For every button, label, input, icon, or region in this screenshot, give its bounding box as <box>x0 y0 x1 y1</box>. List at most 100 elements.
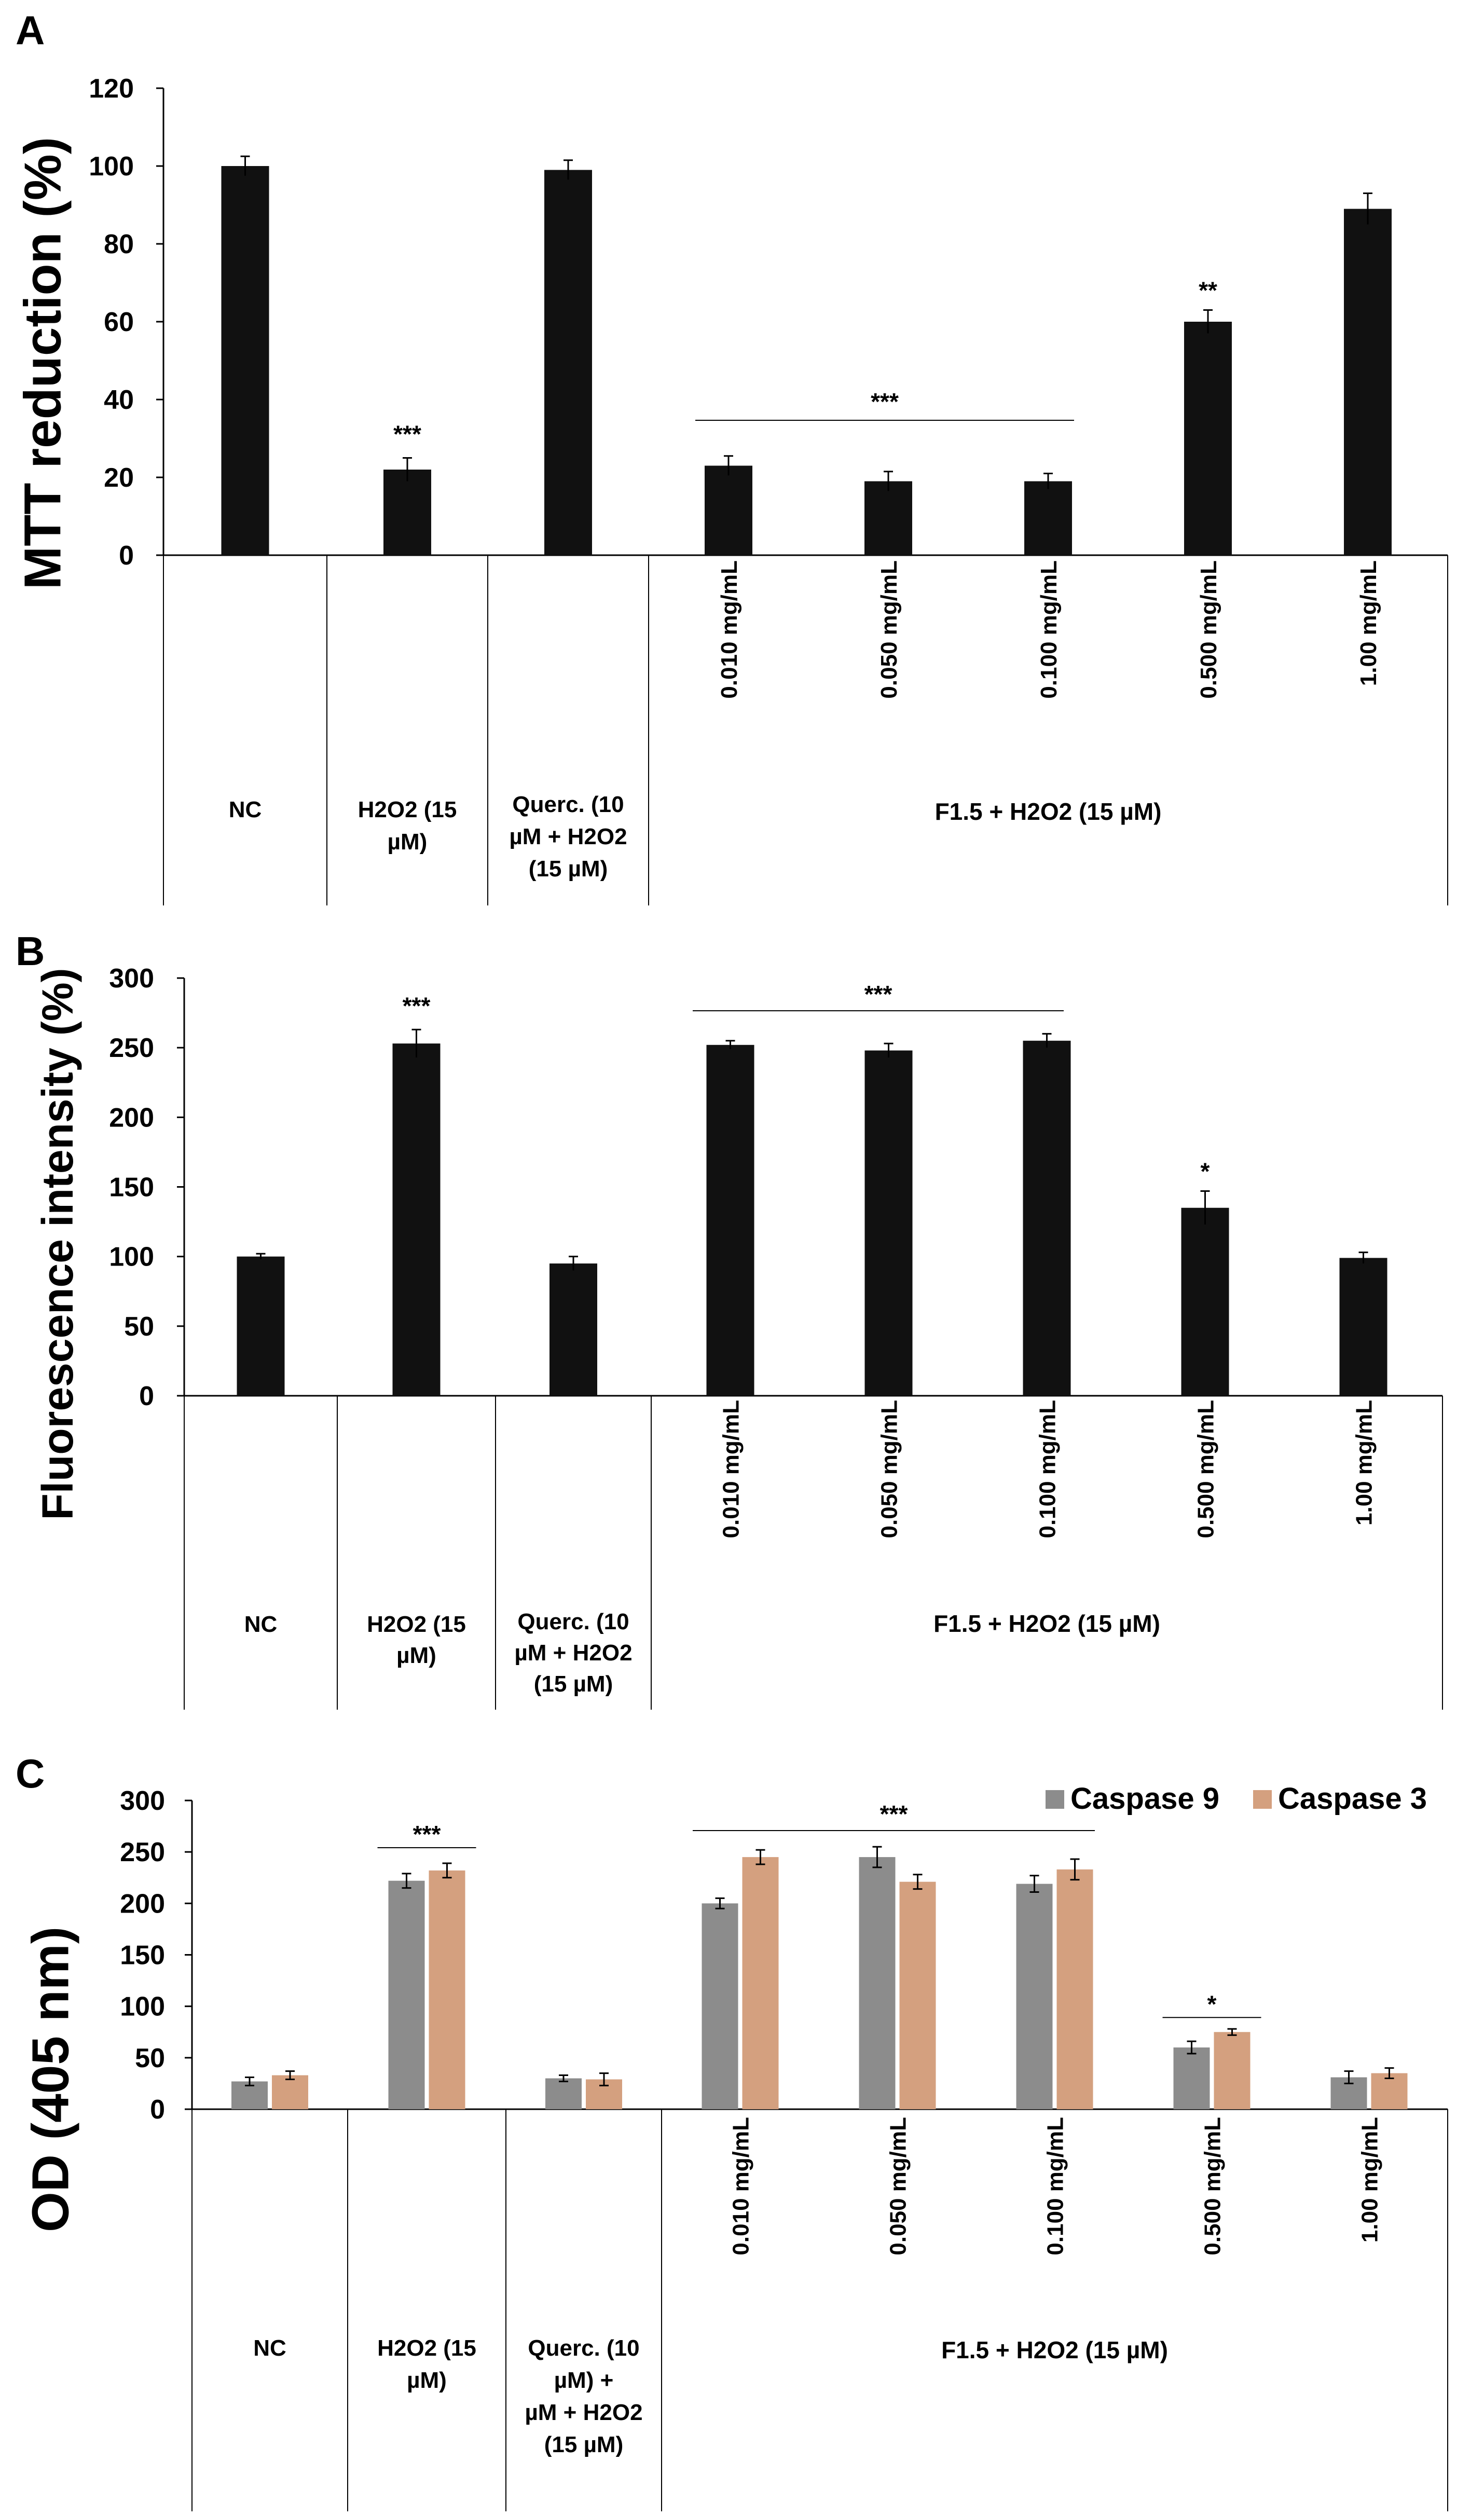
y-tick-label: 50 <box>124 1312 154 1342</box>
y-tick-label: 100 <box>89 152 134 182</box>
concentration-label: 0.010 mg/mL <box>719 1400 744 1538</box>
y-tick-label: 20 <box>104 463 134 493</box>
concentration-label: 0.100 mg/mL <box>1035 1400 1061 1538</box>
concentration-label: 0.050 mg/mL <box>876 560 902 699</box>
significance-0500: * <box>1207 1990 1217 2017</box>
bar-caspase-3-1 <box>272 2075 308 2109</box>
bar-3 <box>549 1263 597 1396</box>
y-tick-label: 0 <box>139 1381 154 1411</box>
bar-7 <box>1181 1207 1229 1396</box>
bar-1 <box>237 1256 285 1396</box>
category-h2o2-line-1: H2O2 (15 <box>377 2335 476 2361</box>
bar-3 <box>544 170 592 555</box>
chart-panel-c: C OD (405 nm) 0 50 100 150 200 250 300 0.010 mg/m… <box>16 1751 1448 2511</box>
bar-caspase-3-5 <box>899 1881 936 2109</box>
concentration-label: 0.010 mg/mL <box>729 2117 754 2256</box>
y-tick-label: 0 <box>119 541 134 571</box>
y-tick-label: 250 <box>109 1033 154 1063</box>
bar-caspase-3-7 <box>1214 2032 1251 2109</box>
bar-caspase-9-4 <box>702 1903 738 2109</box>
y-axis-label: Fluorescence intensity (%) <box>33 968 82 1520</box>
category-group-f15: F1.5 + H2O2 (15 µM) <box>941 2336 1168 2363</box>
significance-0500: ** <box>1199 277 1217 304</box>
bar-2 <box>383 470 431 555</box>
y-tick-label: 40 <box>104 385 134 415</box>
category-quercetin-line-2: µM + H2O2 <box>514 1640 632 1666</box>
significance-f15-low: *** <box>864 981 892 1008</box>
bar-6 <box>1024 481 1072 555</box>
legend-label-1: Caspase 9 <box>1070 1782 1219 1816</box>
y-axis-label: OD (405 nm) <box>21 1927 79 2232</box>
y-tick-label: 60 <box>104 307 134 337</box>
bar-4 <box>706 1044 754 1396</box>
chart-legend: Caspase 9 Caspase 3 <box>1046 1782 1427 1816</box>
legend-swatch-1 <box>1046 1790 1064 1809</box>
category-nc: NC <box>253 2335 286 2361</box>
concentration-label: 0.100 mg/mL <box>1036 560 1062 699</box>
concentration-label: 0.050 mg/mL <box>877 1400 902 1538</box>
concentration-label: 0.500 mg/mL <box>1196 560 1221 699</box>
y-tick-label: 100 <box>109 1242 154 1272</box>
bar-7 <box>1184 322 1232 555</box>
y-tick-label: 150 <box>120 1941 165 1971</box>
bar-8 <box>1339 1258 1387 1396</box>
bar-5 <box>864 1050 913 1396</box>
bar-6 <box>1023 1040 1071 1396</box>
category-h2o2-line-2: µM) <box>388 829 428 855</box>
category-quercetin-line-2: µM + H2O2 <box>509 824 627 849</box>
y-tick-label: 300 <box>109 964 154 994</box>
y-tick-label: 250 <box>120 1837 165 1867</box>
significance-0500: * <box>1201 1158 1210 1185</box>
bar-4 <box>705 465 752 555</box>
legend-swatch-2 <box>1253 1790 1272 1809</box>
y-tick-label: 200 <box>120 1889 165 1919</box>
category-quercetin-line-1: Querc. (10 <box>517 1609 629 1634</box>
category-h2o2-line-1: H2O2 (15 <box>367 1612 466 1637</box>
category-h2o2-line-1: H2O2 (15 <box>358 797 457 822</box>
y-tick-label: 150 <box>109 1173 154 1203</box>
concentration-label: 1.00 mg/mL <box>1352 1400 1377 1525</box>
category-nc: NC <box>244 1612 278 1637</box>
panel-letter: B <box>16 928 45 974</box>
bar-caspase-3-2 <box>429 1870 465 2109</box>
significance-f15-low: *** <box>880 1800 908 1827</box>
category-h2o2-line-2: µM) <box>407 2368 447 2393</box>
bar-caspase-9-5 <box>859 1857 896 2109</box>
bar-1 <box>221 166 269 555</box>
concentration-label: 1.00 mg/mL <box>1357 2117 1383 2243</box>
significance-h2o2: *** <box>413 1821 441 1848</box>
legend-label-2: Caspase 3 <box>1278 1782 1427 1816</box>
bar-caspase-9-7 <box>1173 2047 1210 2109</box>
y-tick-label: 50 <box>135 2043 165 2073</box>
significance-h2o2: *** <box>403 992 431 1019</box>
category-nc: NC <box>229 797 262 822</box>
category-h2o2-line-2: µM) <box>396 1643 436 1668</box>
significance-f15-low: *** <box>871 388 899 415</box>
concentration-label: 1.00 mg/mL <box>1356 560 1381 686</box>
category-quercetin-line-3: µM + H2O2 <box>525 2400 642 2425</box>
y-tick-label: 120 <box>89 74 134 104</box>
panel-letter: C <box>16 1751 45 1796</box>
category-quercetin-line-1: Querc. (10 <box>512 792 624 817</box>
concentration-label: 0.010 mg/mL <box>717 560 742 699</box>
y-tick-label: 80 <box>104 229 134 259</box>
bar-caspase-3-8 <box>1371 2073 1408 2109</box>
category-quercetin-line-3: (15 µM) <box>529 856 608 882</box>
category-quercetin-line-2: µM) + <box>554 2368 614 2393</box>
bar-5 <box>864 481 912 555</box>
y-tick-label: 100 <box>120 1992 165 2022</box>
concentration-label: 0.050 mg/mL <box>886 2117 911 2256</box>
y-axis-label: MTT reduction (%) <box>13 137 72 589</box>
concentration-label: 0.100 mg/mL <box>1043 2117 1068 2256</box>
bar-2 <box>392 1043 441 1396</box>
bar-caspase-3-4 <box>742 1857 779 2109</box>
bar-caspase-9-2 <box>388 1880 425 2109</box>
category-quercetin-line-4: (15 µM) <box>544 2432 623 2457</box>
bar-caspase-3-6 <box>1056 1869 1093 2109</box>
bar-8 <box>1344 209 1392 555</box>
bar-caspase-9-3 <box>545 2078 582 2109</box>
category-group-f15: F1.5 + H2O2 (15 µM) <box>933 1610 1160 1637</box>
panel-letter: A <box>16 7 45 53</box>
